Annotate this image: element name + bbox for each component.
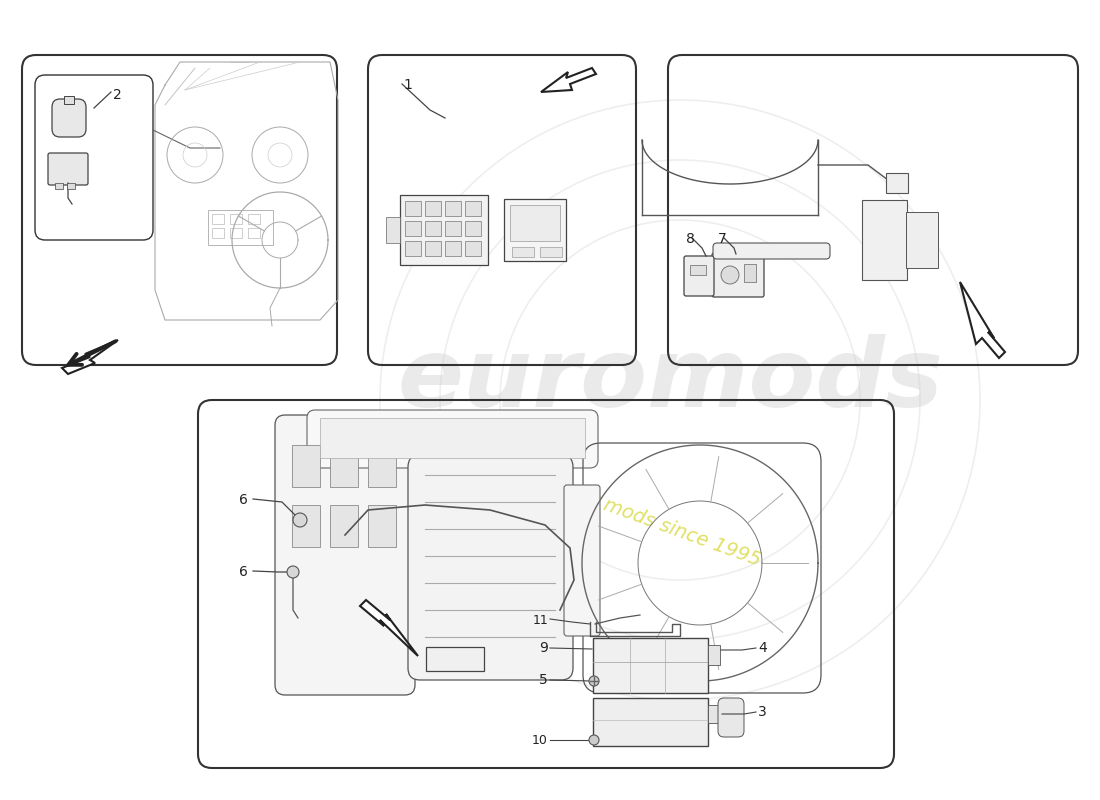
Bar — [465, 201, 481, 216]
Text: 11: 11 — [532, 614, 548, 626]
Bar — [67, 183, 75, 189]
Polygon shape — [960, 282, 1005, 358]
Bar — [248, 228, 260, 238]
Bar — [212, 214, 224, 224]
Circle shape — [588, 676, 600, 686]
Bar — [446, 201, 461, 216]
Bar — [320, 418, 585, 458]
Bar — [230, 228, 242, 238]
Bar — [465, 241, 481, 256]
Text: 10: 10 — [532, 734, 548, 746]
FancyBboxPatch shape — [713, 243, 830, 259]
Polygon shape — [62, 340, 118, 374]
Text: 6: 6 — [239, 493, 248, 507]
Bar — [446, 221, 461, 236]
Bar — [426, 647, 484, 671]
Bar — [292, 505, 320, 547]
Text: 2: 2 — [113, 88, 122, 102]
Bar — [368, 445, 396, 487]
Bar — [368, 505, 396, 547]
Bar — [540, 247, 562, 257]
Bar — [405, 201, 421, 216]
Bar — [690, 265, 706, 275]
Text: 9: 9 — [539, 641, 548, 655]
FancyBboxPatch shape — [48, 153, 88, 185]
Text: a passion for mods since 1995: a passion for mods since 1995 — [477, 450, 763, 570]
Bar — [906, 212, 938, 268]
Polygon shape — [541, 68, 596, 92]
Bar — [593, 638, 708, 693]
Bar — [744, 264, 756, 282]
Bar — [212, 228, 224, 238]
Text: 5: 5 — [539, 673, 548, 687]
FancyBboxPatch shape — [408, 455, 573, 680]
Circle shape — [720, 266, 739, 284]
Polygon shape — [360, 600, 418, 656]
Bar — [708, 705, 720, 723]
Bar — [64, 96, 74, 104]
Bar — [292, 445, 320, 487]
FancyBboxPatch shape — [275, 415, 415, 695]
Bar — [55, 183, 63, 189]
Bar — [386, 217, 400, 243]
Bar — [405, 221, 421, 236]
FancyBboxPatch shape — [307, 410, 598, 468]
Bar — [465, 221, 481, 236]
Bar — [886, 173, 907, 193]
Circle shape — [287, 566, 299, 578]
Bar — [708, 645, 720, 665]
FancyBboxPatch shape — [564, 485, 600, 636]
Text: 6: 6 — [239, 565, 248, 579]
Text: 4: 4 — [758, 641, 767, 655]
FancyBboxPatch shape — [684, 256, 714, 296]
Bar — [504, 199, 566, 261]
Bar — [400, 195, 488, 265]
Bar — [230, 214, 242, 224]
Text: euromods: euromods — [397, 334, 943, 426]
Bar — [446, 241, 461, 256]
Bar — [512, 247, 534, 257]
Bar — [248, 214, 260, 224]
Bar — [593, 698, 708, 746]
Text: 7: 7 — [718, 232, 727, 246]
Bar — [208, 210, 273, 245]
FancyBboxPatch shape — [718, 698, 744, 737]
Circle shape — [588, 735, 600, 745]
Bar — [510, 205, 560, 241]
FancyBboxPatch shape — [712, 253, 764, 297]
Bar — [330, 505, 358, 547]
Text: 3: 3 — [758, 705, 767, 719]
Text: 1: 1 — [403, 78, 411, 92]
Circle shape — [293, 513, 307, 527]
Bar — [862, 200, 907, 280]
Text: 8: 8 — [686, 232, 695, 246]
Bar — [405, 241, 421, 256]
Bar — [425, 221, 441, 236]
FancyBboxPatch shape — [52, 99, 86, 137]
Bar — [425, 201, 441, 216]
Bar — [330, 445, 358, 487]
Bar — [425, 241, 441, 256]
